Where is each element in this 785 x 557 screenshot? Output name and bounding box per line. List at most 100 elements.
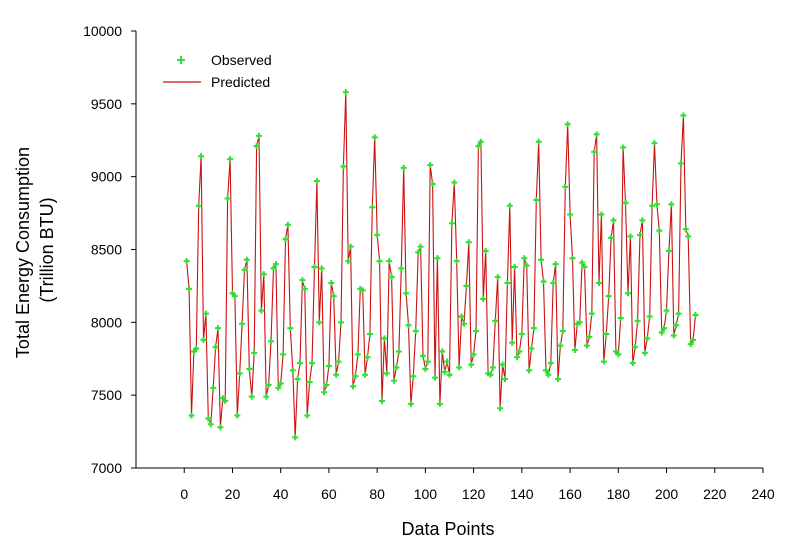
- observed-point: [400, 164, 407, 171]
- observed-point: [248, 393, 255, 400]
- observed-point: [403, 290, 410, 297]
- observed-point: [562, 183, 569, 190]
- observed-point: [504, 280, 511, 287]
- observed-point: [658, 329, 665, 336]
- x-tick-label: 0: [180, 486, 188, 502]
- observed-point: [436, 400, 443, 407]
- observed-point: [412, 328, 419, 335]
- observed-point: [617, 314, 624, 321]
- observed-point: [427, 162, 434, 169]
- observed-point: [653, 201, 660, 208]
- x-tick-label: 220: [703, 486, 727, 502]
- observed-point: [212, 344, 219, 351]
- observed-point: [424, 358, 431, 365]
- observed-point: [362, 371, 369, 378]
- observed-point: [241, 266, 248, 273]
- observed-point: [415, 249, 422, 256]
- x-tick-label: 80: [369, 486, 385, 502]
- observed-point: [685, 233, 692, 240]
- observed-point: [313, 178, 320, 185]
- x-axis-title: Data Points: [401, 519, 494, 539]
- observed-point: [533, 196, 540, 203]
- observed-point: [200, 336, 207, 343]
- observed-point: [624, 290, 631, 297]
- y-tick-label: 10000: [83, 23, 122, 39]
- observed-point: [480, 296, 487, 303]
- x-tick-label: 180: [607, 486, 631, 502]
- observed-point: [687, 341, 694, 348]
- y-tick-label: 9500: [91, 96, 122, 112]
- observed-point: [463, 282, 470, 289]
- observed-point: [265, 381, 272, 388]
- observed-point: [354, 351, 361, 358]
- observed-point: [405, 322, 412, 329]
- observed-point: [309, 360, 316, 367]
- observed-point: [482, 247, 489, 254]
- observed-point: [340, 163, 347, 170]
- y-axis-title-line-1: Total Energy Consumption: [13, 147, 33, 358]
- observed-point: [475, 143, 482, 150]
- observed-point: [280, 351, 287, 358]
- observed-point: [690, 336, 697, 343]
- observed-point: [555, 376, 562, 383]
- observed-point: [511, 263, 518, 270]
- observed-point: [188, 412, 195, 419]
- observed-point: [217, 424, 224, 431]
- observed-point: [579, 259, 586, 266]
- observed-point: [665, 247, 672, 254]
- y-tick-label: 7500: [91, 387, 122, 403]
- observed-point: [333, 371, 340, 378]
- observed-point: [559, 328, 566, 335]
- observed-point: [251, 349, 258, 356]
- observed-point: [516, 348, 523, 355]
- observed-point: [446, 371, 453, 378]
- observed-point: [444, 358, 451, 365]
- observed-point: [272, 261, 279, 268]
- observed-point: [205, 415, 212, 422]
- observed-series: [183, 89, 699, 441]
- predicted-line: [186, 92, 697, 438]
- y-tick-label: 9000: [91, 169, 122, 185]
- observed-point: [634, 317, 641, 324]
- observed-point: [246, 365, 253, 372]
- observed-point: [499, 361, 506, 368]
- observed-point: [391, 377, 398, 384]
- observed-point: [668, 201, 675, 208]
- observed-point: [487, 371, 494, 378]
- observed-point: [410, 373, 417, 380]
- x-tick-label: 140: [510, 486, 534, 502]
- observed-point: [540, 278, 547, 285]
- observed-point: [364, 354, 371, 361]
- observed-point: [398, 265, 405, 272]
- legend-observed-label: Observed: [211, 52, 272, 68]
- observed-point: [294, 376, 301, 383]
- observed-point: [663, 307, 670, 314]
- observed-point: [591, 148, 598, 155]
- observed-point: [371, 134, 378, 141]
- observed-point: [289, 367, 296, 374]
- observed-point: [268, 338, 275, 345]
- observed-point: [253, 143, 260, 150]
- observed-point: [656, 227, 663, 234]
- observed-point: [605, 293, 612, 300]
- observed-point: [193, 345, 200, 352]
- observed-point: [598, 211, 605, 218]
- x-tick-label: 60: [321, 486, 337, 502]
- observed-point: [222, 397, 229, 404]
- observed-point: [202, 310, 209, 317]
- observed-point: [518, 330, 525, 337]
- observed-point: [564, 121, 571, 128]
- observed-point: [183, 258, 190, 265]
- observed-point: [270, 265, 277, 272]
- observed-point: [451, 179, 458, 186]
- x-tick-label: 200: [655, 486, 679, 502]
- observed-point: [608, 234, 615, 241]
- y-axis-title-line-2: (Trillion BTU): [37, 197, 57, 302]
- observed-point: [258, 307, 265, 314]
- observed-point: [407, 400, 414, 407]
- observed-point: [468, 361, 475, 368]
- observed-point: [395, 348, 402, 355]
- observed-point: [458, 313, 465, 320]
- observed-point: [576, 319, 583, 326]
- observed-point: [637, 231, 644, 238]
